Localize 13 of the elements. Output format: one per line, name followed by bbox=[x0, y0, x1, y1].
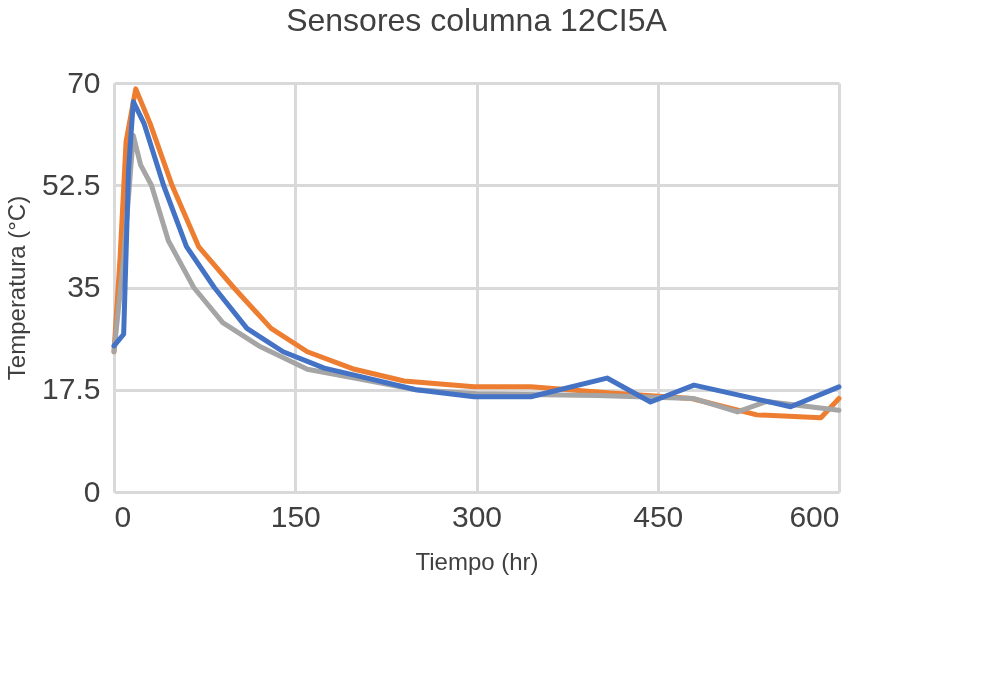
y-tick-label: 35 bbox=[67, 270, 101, 303]
y-tick-label: 70 bbox=[67, 65, 101, 99]
y-tick-label: 17.5 bbox=[42, 372, 101, 406]
chart-title: Sensores columna 12CI5A bbox=[286, 2, 668, 38]
x-tick-label: 600 bbox=[789, 499, 840, 533]
y-tick-label: 52.5 bbox=[42, 167, 101, 201]
x-tick-label: 450 bbox=[633, 499, 684, 533]
x-tick-label: 0 bbox=[114, 499, 132, 533]
x-axis-title: Tiempo (hr) bbox=[415, 547, 539, 575]
x-tick-label: 150 bbox=[270, 499, 321, 533]
x-tick-label: 300 bbox=[451, 499, 503, 533]
y-axis-title: Temperatura (°C) bbox=[3, 195, 31, 381]
y-tick-label: 0 bbox=[83, 474, 101, 508]
